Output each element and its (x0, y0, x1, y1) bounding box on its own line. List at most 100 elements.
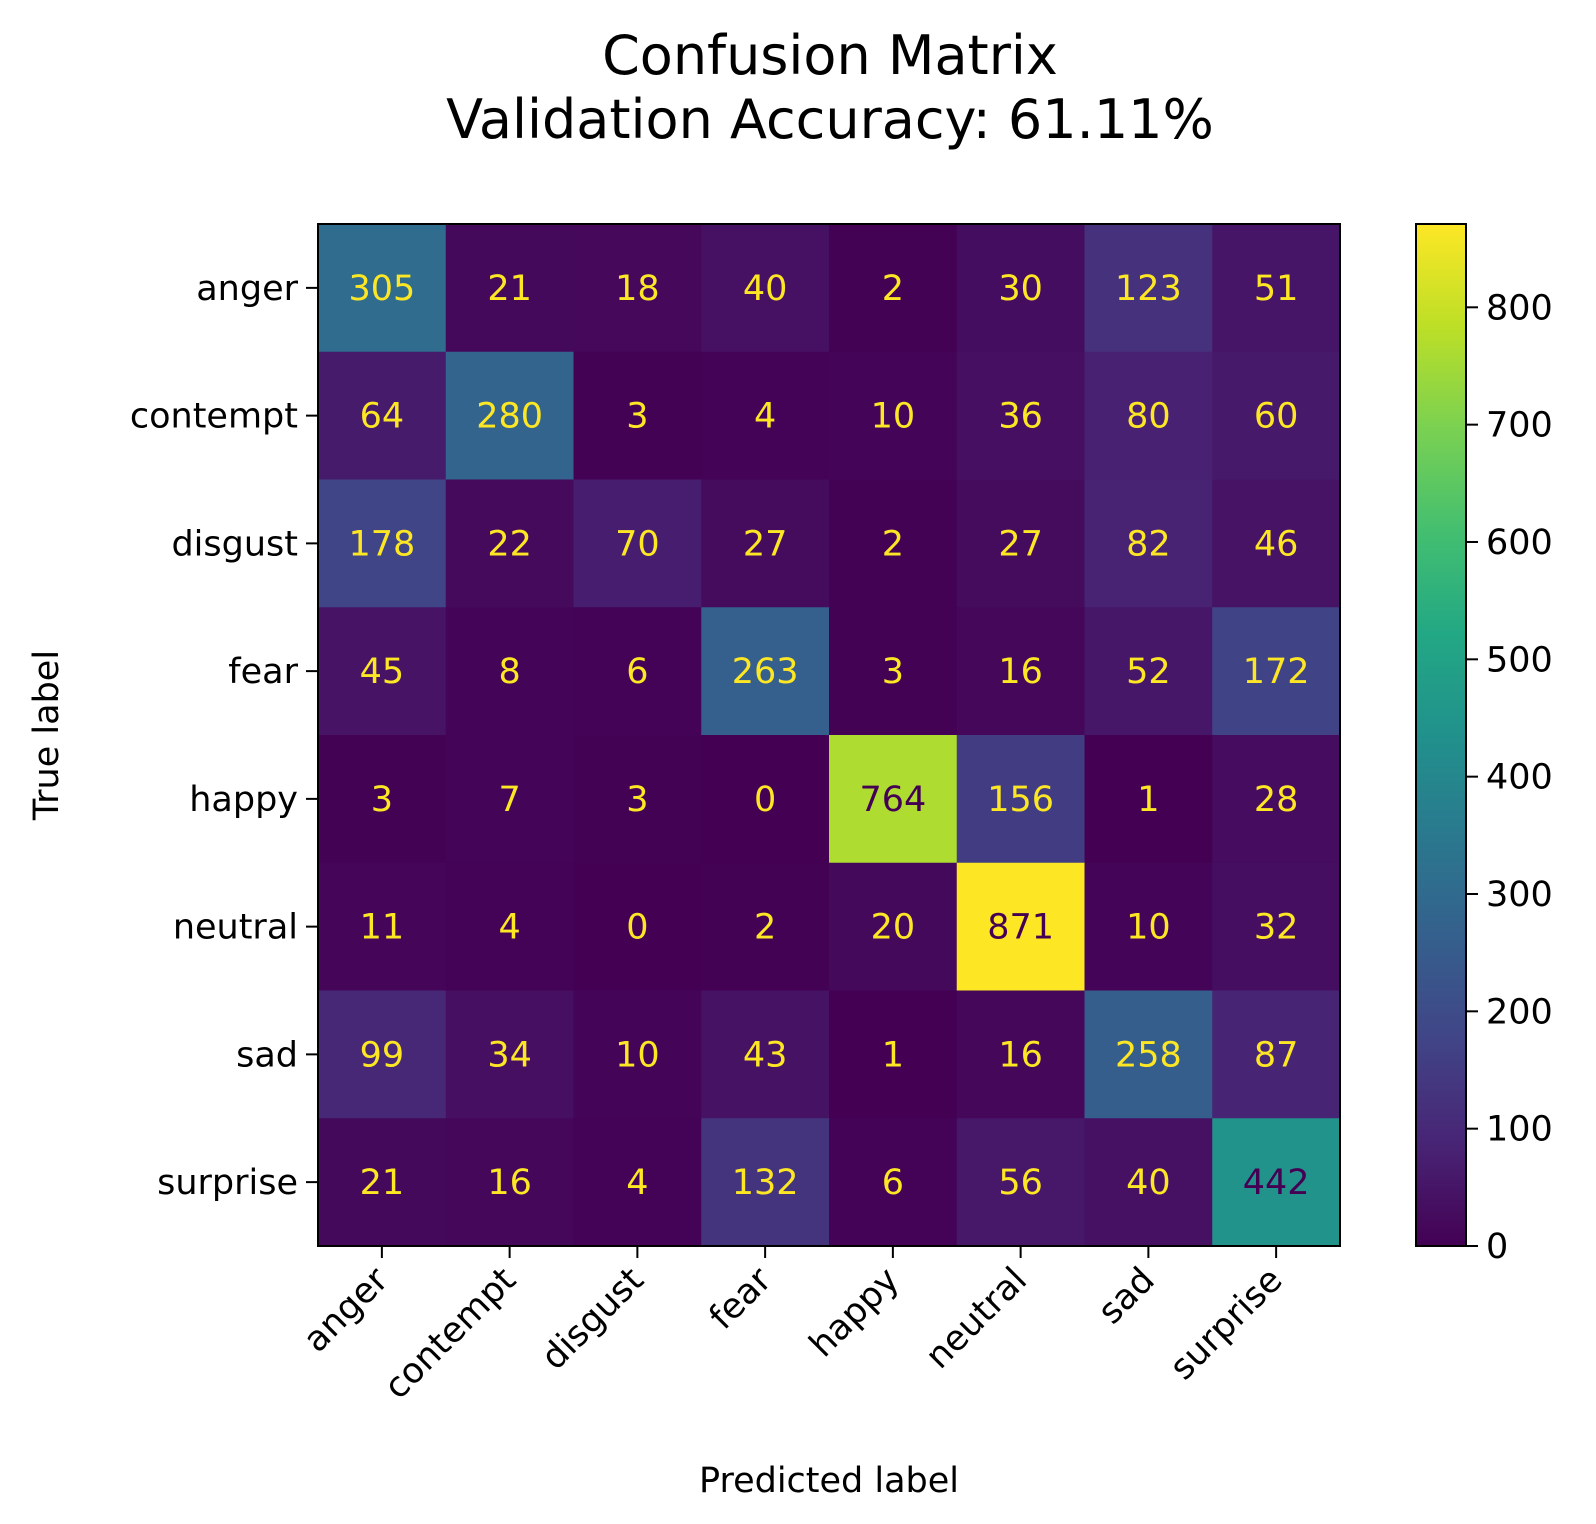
heatmap-cell (1212, 990, 1341, 1119)
cell-value-label: 172 (1243, 652, 1310, 692)
cell-value-label: 34 (487, 1035, 532, 1075)
colorbar-tick-label: 500 (1486, 640, 1553, 680)
cell-value-label: 21 (487, 269, 532, 309)
cell-value-label: 43 (743, 1035, 788, 1075)
cell-value-label: 6 (882, 1163, 904, 1203)
heatmap-cell (701, 862, 830, 992)
heatmap-cell (829, 607, 958, 736)
x-tick-label: contempt (377, 1260, 524, 1407)
heatmap-cell (1084, 224, 1213, 353)
heatmap-cell (701, 607, 830, 736)
heatmap-cell (1084, 735, 1213, 864)
colorbar-tick-label: 0 (1486, 1227, 1508, 1267)
y-tick-label: surprise (157, 1163, 298, 1203)
cell-value-label: 27 (743, 524, 788, 564)
heatmap-cell (701, 735, 830, 864)
heatmap-cell (318, 351, 447, 481)
y-tick-label: happy (189, 780, 298, 820)
cell-value-label: 36 (998, 397, 1043, 437)
heatmap-cell (1212, 607, 1341, 736)
cell-value-label: 3 (626, 397, 648, 437)
cell-value-label: 871 (987, 908, 1054, 948)
cell-value-label: 82 (1126, 524, 1171, 564)
y-tick-label: contempt (130, 397, 298, 437)
cell-value-label: 442 (1243, 1163, 1310, 1203)
cell-value-label: 28 (1254, 780, 1299, 820)
heatmap-cell (829, 1118, 958, 1247)
colorbar-gradient (1415, 223, 1467, 1247)
cell-value-label: 16 (487, 1163, 532, 1203)
colorbar-tick-label: 600 (1486, 523, 1553, 563)
heatmap-cell (829, 479, 958, 608)
cell-value-label: 4 (626, 1163, 648, 1203)
heatmap-cell (573, 479, 702, 608)
y-tick-label: neutral (173, 908, 298, 948)
heatmap-cell (1084, 351, 1213, 481)
cell-value-label: 123 (1115, 269, 1182, 309)
cell-value-label: 20 (871, 908, 916, 948)
heatmap-cell (573, 735, 702, 864)
y-tick-label: disgust (171, 524, 298, 564)
cell-value-label: 70 (615, 524, 660, 564)
cell-value-label: 16 (998, 1035, 1043, 1075)
heatmap-cell (956, 990, 1086, 1119)
heatmap-cell (573, 607, 702, 736)
chart-title: Confusion Matrix (602, 24, 1058, 87)
x-tick-label: fear (702, 1260, 780, 1338)
cell-value-label: 263 (732, 652, 799, 692)
heatmap-cell (701, 479, 830, 608)
heatmap-cell (445, 607, 575, 736)
cell-value-label: 64 (360, 397, 405, 437)
heatmap-cell (1212, 479, 1341, 608)
heatmap-cell (1212, 1118, 1341, 1247)
heatmap-cell (829, 990, 958, 1119)
cell-value-label: 10 (1126, 908, 1171, 948)
chart-subtitle: Validation Accuracy: 61.11% (446, 88, 1214, 151)
cell-value-label: 7 (498, 780, 520, 820)
cell-value-label: 156 (987, 780, 1054, 820)
cell-value-label: 6 (626, 652, 648, 692)
heatmap-cell (956, 862, 1086, 992)
cell-value-label: 3 (626, 780, 648, 820)
heatmap-cell (318, 990, 447, 1119)
heatmap-cell (318, 224, 447, 353)
cell-value-label: 3 (371, 780, 393, 820)
cell-value-label: 10 (615, 1035, 660, 1075)
cell-value-label: 51 (1254, 269, 1299, 309)
heatmap-cell (956, 607, 1086, 736)
cell-value-label: 1 (1137, 780, 1159, 820)
colorbar-tick-label: 300 (1486, 875, 1553, 915)
heatmap-cell (829, 862, 958, 992)
x-tick-label: surprise (1163, 1260, 1291, 1388)
cell-value-label: 80 (1126, 397, 1171, 437)
heatmap-cell (956, 224, 1086, 353)
cell-value-label: 56 (998, 1163, 1043, 1203)
heatmap-cell (701, 1118, 830, 1247)
cell-value-label: 30 (998, 269, 1043, 309)
cell-value-label: 32 (1254, 908, 1299, 948)
heatmap-cell (701, 224, 830, 353)
heatmap-cell (956, 1118, 1086, 1247)
heatmap-cell (1212, 351, 1341, 481)
colorbar-tick-label: 100 (1486, 1110, 1553, 1150)
heatmap-cell (573, 351, 702, 481)
y-tick-label: anger (196, 269, 298, 309)
colorbar-tick-label: 400 (1486, 758, 1553, 798)
heatmap-cell (318, 735, 447, 864)
heatmap-cell (445, 351, 575, 481)
cell-value-label: 52 (1126, 652, 1171, 692)
colorbar-tick-label: 800 (1486, 288, 1553, 328)
cell-value-label: 40 (1126, 1163, 1171, 1203)
heatmap-cell (318, 607, 447, 736)
heatmap-cell (1212, 224, 1341, 353)
y-tick-label: sad (236, 1035, 298, 1075)
colorbar-tick-label: 200 (1486, 992, 1553, 1032)
cell-value-label: 2 (882, 524, 904, 564)
heatmap-cell (445, 990, 575, 1119)
y-axis-label: True label (27, 650, 67, 821)
x-tick-label: disgust (534, 1260, 652, 1378)
heatmap-cell (1084, 862, 1213, 992)
heatmap-cell (1084, 607, 1213, 736)
